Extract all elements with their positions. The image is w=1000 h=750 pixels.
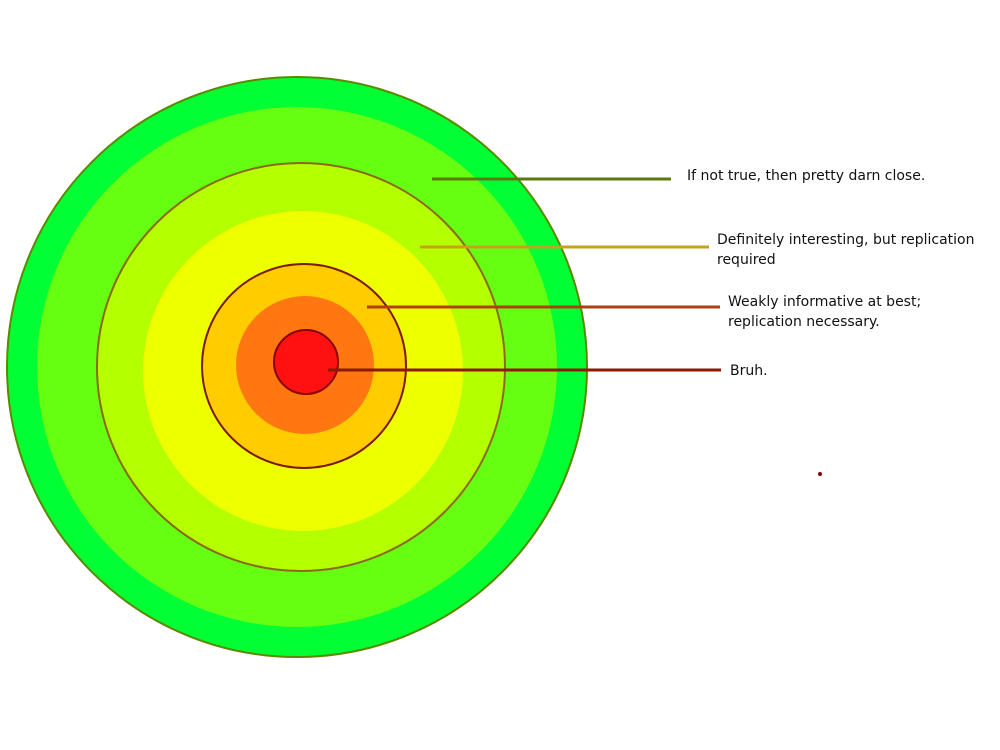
annotation-label-3: Weakly informative at best; replication … [728,294,922,330]
stray-dot [818,472,822,476]
annotation-label-4: Bruh. [730,363,768,379]
annotation-label-1: If not true, then pretty darn close. [687,168,926,184]
annotation-label-2: Definitely interesting, but replication … [717,232,975,268]
red-core [273,329,339,395]
